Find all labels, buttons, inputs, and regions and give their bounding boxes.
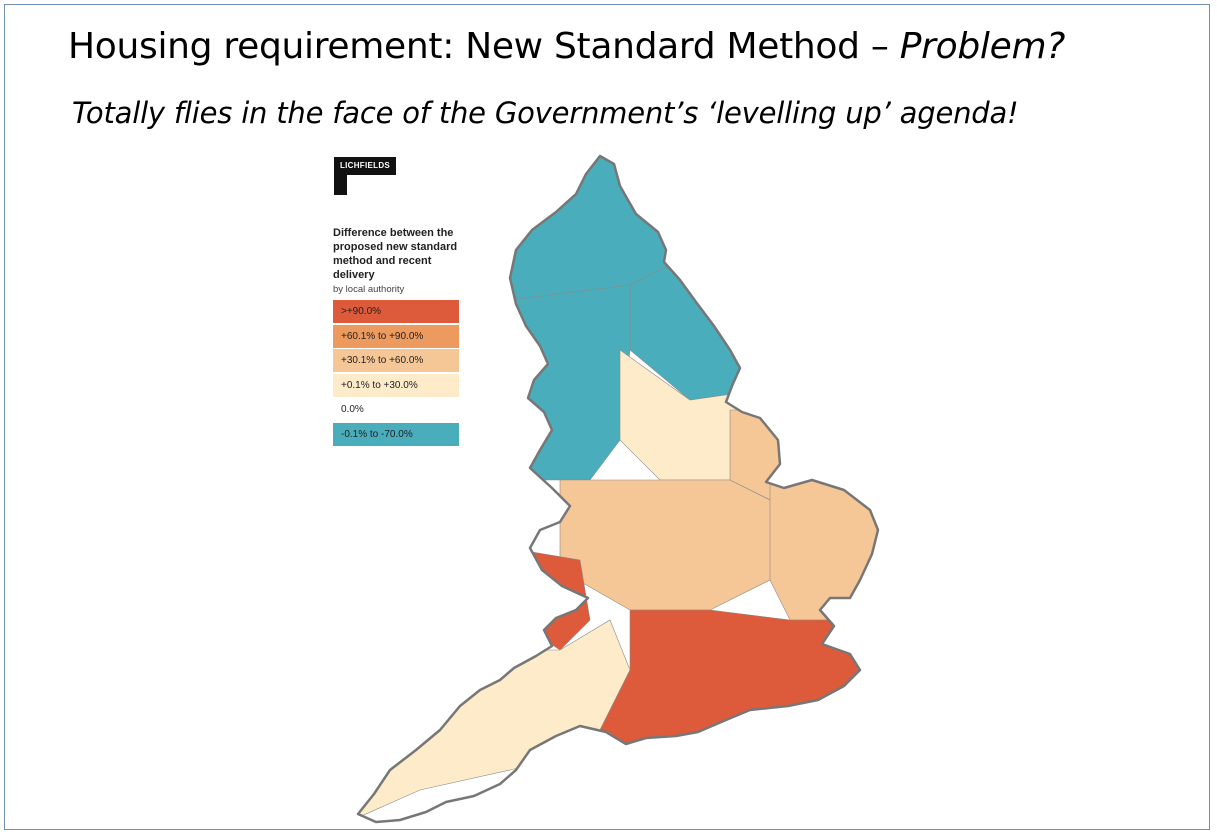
logo-stem [334, 175, 347, 195]
legend-item: 0.0% [333, 398, 459, 421]
region-midlands [559, 479, 791, 611]
legend-item: -0.1% to -70.0% [333, 422, 459, 446]
region-south-west [358, 619, 631, 822]
region-south-east [589, 609, 878, 771]
map-regions [358, 156, 878, 822]
legend-title: Difference between the proposed new stan… [333, 227, 458, 281]
slide-title-main: Housing requirement: New Standard Method… [68, 26, 889, 67]
lichfields-logo: LICHFIELDS [334, 157, 396, 195]
logo-text: LICHFIELDS [334, 157, 396, 175]
region-welsh-border [519, 549, 591, 651]
region-north-west [509, 284, 631, 481]
slide-title-emphasis: Problem? [899, 26, 1066, 67]
legend-item: +30.1% to +60.0% [333, 349, 459, 372]
england-outline [356, 154, 880, 824]
slide-title: Housing requirement: New Standard Method… [68, 26, 1065, 67]
map-legend: Difference between the proposed new stan… [333, 226, 459, 447]
legend-item: +0.1% to +30.0% [333, 373, 459, 397]
legend-subtitle: by local authority [333, 284, 405, 295]
legend-items: >+90.0% +60.1% to +90.0% +30.1% to +60.0% +… [333, 300, 459, 446]
england-map [356, 154, 880, 824]
slide-subtitle: Totally flies in the face of the Governm… [72, 96, 1019, 130]
legend-item: +60.1% to +90.0% [333, 324, 459, 348]
legend-item: >+90.0% [333, 300, 459, 323]
